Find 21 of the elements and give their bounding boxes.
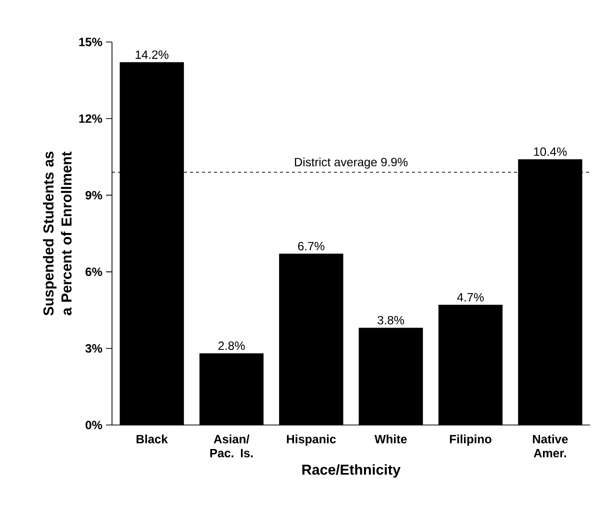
y-tick-label: 6% <box>86 268 102 276</box>
x-tick-label: Black <box>136 434 168 444</box>
data-label: 4.7% <box>457 293 484 302</box>
x-tick-label: Hispanic <box>286 434 336 446</box>
data-label: 3.8% <box>378 316 404 324</box>
x-tick-label: White <box>374 434 407 444</box>
y-tick-label: 9% <box>86 190 102 200</box>
data-label: 10.4% <box>534 147 567 156</box>
data-label: 2.8% <box>218 341 245 350</box>
y-tick-label: 3% <box>85 344 102 353</box>
x-tick-label: Filipino <box>450 434 492 446</box>
x-tick-label: Asian/ Pac. Is. <box>210 434 253 458</box>
y-tick-label: 12% <box>79 114 102 123</box>
y-tick-label: 0% <box>86 420 102 430</box>
data-label: 6.7% <box>298 242 324 250</box>
x-axis-title: Race/Ethnicity <box>302 464 401 478</box>
x-tick-label: Native Amer. <box>532 434 568 458</box>
data-label: 14.2% <box>136 50 168 59</box>
y-axis-title: Suspended Students as a Percent of Enrollment <box>43 152 72 316</box>
ref-line-label: District average 9.9% <box>294 158 408 169</box>
y-tick-label: 15% <box>79 38 102 46</box>
